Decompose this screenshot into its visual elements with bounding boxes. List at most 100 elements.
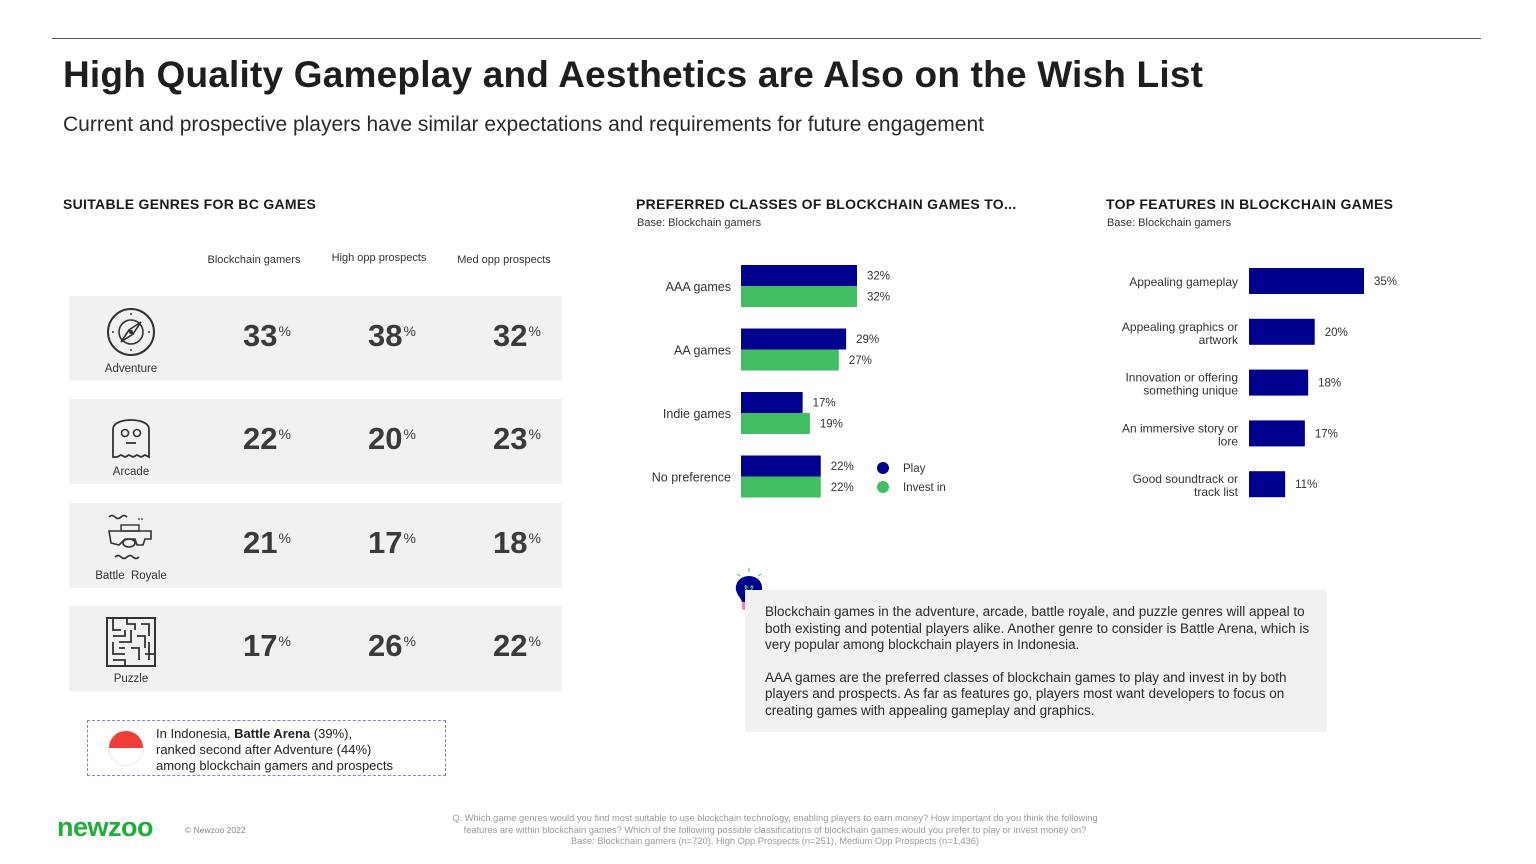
- genre-value-number: 38: [368, 318, 403, 353]
- column-header-med-opp: Med opp prospects: [457, 254, 551, 266]
- genre-value-number: 17: [243, 628, 278, 663]
- value-label: 27%: [849, 355, 872, 367]
- feature-bar: [1249, 318, 1315, 345]
- genre-value: 23%: [462, 421, 572, 457]
- page-subtitle: Current and prospective players have sim…: [63, 113, 984, 136]
- legend-invest: Invest in: [877, 481, 946, 494]
- category-label: Appealing gameplay: [1129, 275, 1238, 289]
- genre-value: 18%: [462, 525, 572, 561]
- category-label: lore: [1218, 434, 1238, 448]
- genre-value: 20%: [337, 421, 447, 457]
- feature-bar: [1249, 369, 1309, 396]
- footnote-line-1: Q. Which game genres would you find most…: [452, 813, 1098, 823]
- genre-value-number: 18: [493, 525, 528, 560]
- value-label: 22%: [831, 461, 854, 473]
- genre-name: Battle Royale: [95, 570, 167, 582]
- footnote-line-3: Base: Blockchain gamers (n=720), High Op…: [571, 836, 979, 846]
- genre-value-number: 32: [493, 318, 528, 353]
- category-label: Innovation or offering: [1125, 371, 1238, 385]
- category-label: No preference: [652, 471, 731, 485]
- compass-icon: [105, 306, 157, 358]
- bar-invest-in: [741, 413, 810, 434]
- percent-sign: %: [403, 323, 416, 339]
- note-line-3: among blockchain gamers and prospects: [156, 758, 394, 773]
- genre-row: Puzzle 17% 26% 22%: [69, 606, 562, 691]
- bar-play: [741, 392, 803, 413]
- value-label: 32%: [867, 292, 890, 304]
- category-label: Indie games: [663, 407, 731, 421]
- genre-value: 17%: [337, 525, 447, 561]
- percent-sign: %: [528, 323, 541, 339]
- value-label: 17%: [1315, 428, 1338, 440]
- bar-invest-in: [741, 476, 821, 498]
- genre-row: Battle Royale 21% 17% 18%: [69, 503, 562, 588]
- value-label: 32%: [867, 271, 890, 283]
- legend-dot-play: [877, 462, 889, 474]
- value-label: 18%: [1318, 378, 1341, 390]
- footnote: Q. Which game genres would you find most…: [380, 813, 1170, 848]
- value-label: 22%: [831, 482, 854, 494]
- note-after: (39%),: [310, 726, 353, 741]
- category-label: AA games: [674, 344, 731, 358]
- bar-play: [741, 328, 847, 350]
- value-label: 17%: [813, 398, 836, 410]
- note-highlight: Battle Arena: [234, 726, 311, 741]
- column-header-high-opp: High opp prospects: [331, 252, 427, 264]
- indonesia-flag-icon: [108, 730, 144, 766]
- classes-chart: AAA games 32% 32% AA games 29% 27% Indie games…: [652, 265, 890, 498]
- genre-value-number: 22: [493, 628, 528, 663]
- category-label: something unique: [1143, 384, 1238, 398]
- category-label: Appealing graphics or: [1122, 320, 1238, 334]
- percent-sign: %: [528, 426, 541, 442]
- ghost-icon: [105, 409, 157, 461]
- genre-value-number: 26: [368, 628, 403, 663]
- footnote-line-2: features are within blockchain games? Wh…: [463, 824, 1087, 835]
- genre-value: 33%: [212, 318, 322, 354]
- bar-play: [741, 265, 857, 286]
- genre-value-number: 21: [243, 525, 278, 560]
- percent-sign: %: [403, 530, 416, 546]
- genre-name: Adventure: [104, 363, 158, 375]
- value-label: 35%: [1374, 276, 1397, 288]
- page-title: High Quality Gameplay and Aesthetics are…: [63, 54, 1204, 95]
- maze-icon: [105, 616, 157, 668]
- insight-paragraph-2: AAA games are the preferred classes of b…: [765, 669, 1287, 718]
- category-label: artwork: [1199, 333, 1239, 347]
- legend-label-invest: Invest in: [903, 482, 946, 494]
- percent-sign: %: [528, 530, 541, 546]
- features-chart-base: Base: Blockchain gamers: [1107, 217, 1232, 229]
- classes-chart-title: PREFERRED CLASSES OF BLOCKCHAIN GAMES TO…: [636, 196, 1017, 212]
- value-label: 20%: [1325, 327, 1348, 339]
- copyright: © Newzoo 2022: [185, 825, 246, 835]
- percent-sign: %: [278, 633, 291, 649]
- percent-sign: %: [403, 633, 416, 649]
- features-chart: 35% Appealing gameplay 20% Appealing graphi…: [1122, 268, 1397, 499]
- value-label: 11%: [1295, 479, 1317, 491]
- genre-value-number: 17: [368, 525, 403, 560]
- percent-sign: %: [278, 426, 291, 442]
- feature-bar: [1249, 268, 1364, 294]
- newzoo-logo: newzoo: [57, 812, 154, 842]
- insight-text: Blockchain games in the adventure, arcad…: [765, 604, 1315, 719]
- indonesia-note: In Indonesia, Battle Arena (39%), ranked…: [87, 720, 446, 776]
- genre-value: 26%: [337, 628, 447, 664]
- genre-value: 38%: [337, 318, 447, 354]
- bar-invest-in: [741, 286, 857, 307]
- feature-bar: [1249, 471, 1286, 498]
- genre-value-number: 22: [243, 421, 278, 456]
- insight-paragraph-1: Blockchain games in the adventure, arcad…: [765, 604, 1310, 652]
- legend-label-play: Play: [903, 463, 926, 475]
- genres-section-title: SUITABLE GENRES FOR BC GAMES: [63, 196, 317, 212]
- percent-sign: %: [403, 426, 416, 442]
- column-header-blockchain-gamers: Blockchain gamers: [207, 254, 301, 266]
- value-label: 19%: [820, 419, 843, 431]
- genre-value: 32%: [462, 318, 572, 354]
- bar-play: [741, 455, 821, 477]
- genre-value-number: 20: [368, 421, 403, 456]
- genre-value-number: 33: [243, 318, 278, 353]
- genre-value-number: 23: [493, 421, 528, 456]
- percent-sign: %: [528, 633, 541, 649]
- classes-chart-base: Base: Blockchain gamers: [637, 217, 762, 229]
- genre-value: 22%: [462, 628, 572, 664]
- category-label: AAA games: [666, 280, 731, 294]
